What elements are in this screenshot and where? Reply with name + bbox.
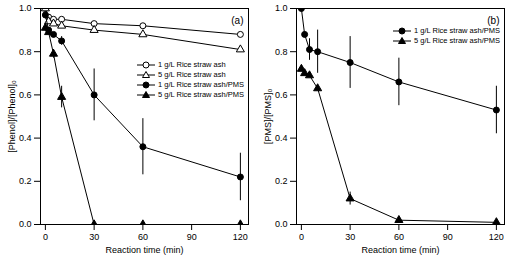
svg-text:Reaction time (min): Reaction time (min)	[105, 245, 183, 255]
svg-text:120: 120	[489, 232, 504, 242]
svg-text:1.0: 1.0	[275, 3, 288, 13]
svg-text:0.6: 0.6	[275, 90, 288, 100]
svg-text:0.2: 0.2	[19, 176, 32, 186]
svg-text:0.4: 0.4	[275, 133, 288, 143]
svg-text:90: 90	[443, 232, 453, 242]
html-text:5 g/L Rice straw ash/PMS: 5 g/L Rice straw ash/PMS	[158, 90, 244, 99]
svg-text:0.0: 0.0	[19, 219, 32, 229]
svg-text:60: 60	[138, 232, 148, 242]
svg-text:0.2: 0.2	[275, 176, 288, 186]
html-text:5 g/L Rice straw ash/PMS: 5 g/L Rice straw ash/PMS	[414, 36, 500, 45]
svg-text:0.8: 0.8	[275, 47, 288, 57]
html-text:1 g/L Rice straw ash/PMS: 1 g/L Rice straw ash/PMS	[414, 26, 500, 35]
html-text:5 g/L Rice straw ash: 5 g/L Rice straw ash	[158, 70, 226, 79]
svg-text:[PMS]/[PMS]₀: [PMS]/[PMS]₀	[263, 89, 273, 145]
svg-text:0: 0	[299, 232, 304, 242]
svg-text:[Phenol]/[Phenol]₀: [Phenol]/[Phenol]₀	[7, 80, 17, 153]
svg-text:30: 30	[345, 232, 355, 242]
svg-text:1.0: 1.0	[19, 3, 32, 13]
svg-text:0.0: 0.0	[275, 219, 288, 229]
html-text:1 g/L Rice straw ash: 1 g/L Rice straw ash	[158, 60, 226, 69]
svg-text:0: 0	[43, 232, 48, 242]
svg-text:30: 30	[89, 232, 99, 242]
svg-text:(a): (a)	[231, 15, 243, 26]
html-text:1 g/L Rice straw ash/PMS: 1 g/L Rice straw ash/PMS	[158, 80, 244, 89]
svg-text:90: 90	[187, 232, 197, 242]
svg-text:(b): (b)	[487, 15, 499, 26]
svg-text:0.6: 0.6	[19, 90, 32, 100]
svg-text:0.4: 0.4	[19, 133, 32, 143]
svg-text:120: 120	[233, 232, 248, 242]
svg-text:Reaction time (min): Reaction time (min)	[361, 245, 439, 255]
svg-text:60: 60	[394, 232, 404, 242]
svg-text:0.8: 0.8	[19, 47, 32, 57]
